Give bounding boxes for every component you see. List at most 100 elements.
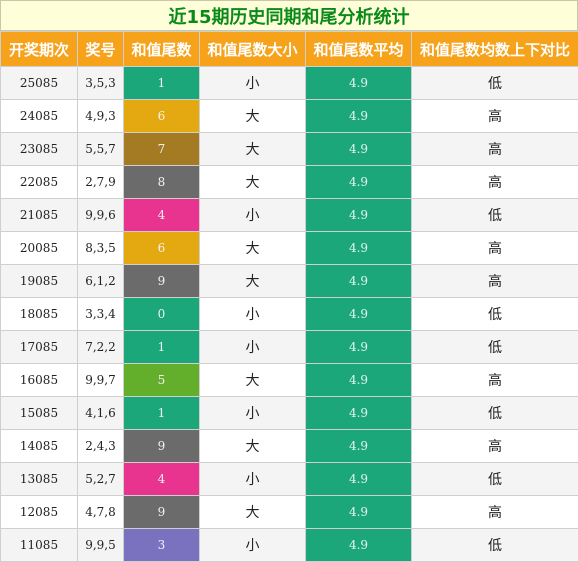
numbers-cell: 3,3,4 xyxy=(77,297,124,331)
table-row: 19085 6,1,2 9 大 4.9 高 xyxy=(0,264,578,298)
numbers-cell: 2,4,3 xyxy=(77,429,124,463)
period-cell: 24085 xyxy=(0,99,78,133)
period-cell: 23085 xyxy=(0,132,78,166)
tail-size-cell: 小 xyxy=(199,297,306,331)
numbers-cell: 4,1,6 xyxy=(77,396,124,430)
compare-cell: 低 xyxy=(411,396,578,430)
tail-size-cell: 大 xyxy=(199,99,306,133)
tail-average-cell: 4.9 xyxy=(305,132,412,166)
sum-tail-cell: 0 xyxy=(123,297,200,331)
tail-average-cell: 4.9 xyxy=(305,495,412,529)
sum-tail-cell: 6 xyxy=(123,231,200,265)
sum-tail-cell: 4 xyxy=(123,198,200,232)
tail-size-cell: 小 xyxy=(199,198,306,232)
numbers-cell: 6,1,2 xyxy=(77,264,124,298)
compare-cell: 低 xyxy=(411,330,578,364)
tail-average-cell: 4.9 xyxy=(305,297,412,331)
col-header-tail-average: 和值尾数平均 xyxy=(305,31,412,67)
tail-size-cell: 大 xyxy=(199,264,306,298)
period-cell: 15085 xyxy=(0,396,78,430)
tail-size-cell: 小 xyxy=(199,330,306,364)
table-row: 23085 5,5,7 7 大 4.9 高 xyxy=(0,132,578,166)
history-table: 开奖期次 奖号 和值尾数 和值尾数大小 和值尾数平均 和值尾数均数上下对比 25… xyxy=(0,31,578,562)
tail-average-cell: 4.9 xyxy=(305,165,412,199)
table-row: 25085 3,5,3 1 小 4.9 低 xyxy=(0,66,578,100)
col-header-numbers: 奖号 xyxy=(77,31,124,67)
period-cell: 12085 xyxy=(0,495,78,529)
tail-size-cell: 小 xyxy=(199,66,306,100)
tail-average-cell: 4.9 xyxy=(305,198,412,232)
tail-size-cell: 大 xyxy=(199,363,306,397)
numbers-cell: 8,3,5 xyxy=(77,231,124,265)
period-cell: 21085 xyxy=(0,198,78,232)
compare-cell: 低 xyxy=(411,462,578,496)
compare-cell: 低 xyxy=(411,528,578,562)
period-cell: 20085 xyxy=(0,231,78,265)
compare-cell: 高 xyxy=(411,264,578,298)
numbers-cell: 5,2,7 xyxy=(77,462,124,496)
period-cell: 13085 xyxy=(0,462,78,496)
tail-size-cell: 大 xyxy=(199,132,306,166)
compare-cell: 高 xyxy=(411,363,578,397)
tail-average-cell: 4.9 xyxy=(305,99,412,133)
sum-tail-cell: 4 xyxy=(123,462,200,496)
compare-cell: 高 xyxy=(411,231,578,265)
table-row: 13085 5,2,7 4 小 4.9 低 xyxy=(0,462,578,496)
tail-average-cell: 4.9 xyxy=(305,330,412,364)
tail-size-cell: 小 xyxy=(199,528,306,562)
numbers-cell: 9,9,7 xyxy=(77,363,124,397)
tail-average-cell: 4.9 xyxy=(305,462,412,496)
tail-size-cell: 小 xyxy=(199,462,306,496)
tail-size-cell: 大 xyxy=(199,231,306,265)
compare-cell: 高 xyxy=(411,495,578,529)
col-header-tail-size: 和值尾数大小 xyxy=(199,31,306,67)
sum-tail-cell: 1 xyxy=(123,66,200,100)
table-row: 24085 4,9,3 6 大 4.9 高 xyxy=(0,99,578,133)
table-row: 11085 9,9,5 3 小 4.9 低 xyxy=(0,528,578,562)
tail-size-cell: 大 xyxy=(199,165,306,199)
period-cell: 11085 xyxy=(0,528,78,562)
sum-tail-cell: 9 xyxy=(123,429,200,463)
sum-tail-cell: 9 xyxy=(123,495,200,529)
numbers-cell: 7,2,2 xyxy=(77,330,124,364)
tail-average-cell: 4.9 xyxy=(305,66,412,100)
sum-tail-cell: 6 xyxy=(123,99,200,133)
tail-size-cell: 小 xyxy=(199,396,306,430)
table-row: 14085 2,4,3 9 大 4.9 高 xyxy=(0,429,578,463)
table-row: 17085 7,2,2 1 小 4.9 低 xyxy=(0,330,578,364)
tail-average-cell: 4.9 xyxy=(305,429,412,463)
table-row: 20085 8,3,5 6 大 4.9 高 xyxy=(0,231,578,265)
sum-tail-cell: 1 xyxy=(123,330,200,364)
sum-tail-cell: 3 xyxy=(123,528,200,562)
compare-cell: 低 xyxy=(411,198,578,232)
compare-cell: 高 xyxy=(411,132,578,166)
table-row: 21085 9,9,6 4 小 4.9 低 xyxy=(0,198,578,232)
col-header-compare: 和值尾数均数上下对比 xyxy=(411,31,578,67)
sum-tail-cell: 1 xyxy=(123,396,200,430)
sum-tail-cell: 8 xyxy=(123,165,200,199)
sum-tail-cell: 9 xyxy=(123,264,200,298)
tail-average-cell: 4.9 xyxy=(305,363,412,397)
tail-average-cell: 4.9 xyxy=(305,528,412,562)
period-cell: 17085 xyxy=(0,330,78,364)
compare-cell: 高 xyxy=(411,429,578,463)
numbers-cell: 3,5,3 xyxy=(77,66,124,100)
col-header-sum-tail: 和值尾数 xyxy=(123,31,200,67)
compare-cell: 高 xyxy=(411,99,578,133)
tail-average-cell: 4.9 xyxy=(305,264,412,298)
numbers-cell: 9,9,5 xyxy=(77,528,124,562)
table-row: 18085 3,3,4 0 小 4.9 低 xyxy=(0,297,578,331)
period-cell: 22085 xyxy=(0,165,78,199)
table-row: 22085 2,7,9 8 大 4.9 高 xyxy=(0,165,578,199)
compare-cell: 高 xyxy=(411,165,578,199)
period-cell: 18085 xyxy=(0,297,78,331)
tail-size-cell: 大 xyxy=(199,429,306,463)
compare-cell: 低 xyxy=(411,66,578,100)
tail-average-cell: 4.9 xyxy=(305,231,412,265)
tail-size-cell: 大 xyxy=(199,495,306,529)
table-row: 12085 4,7,8 9 大 4.9 高 xyxy=(0,495,578,529)
table-row: 16085 9,9,7 5 大 4.9 高 xyxy=(0,363,578,397)
table-row: 15085 4,1,6 1 小 4.9 低 xyxy=(0,396,578,430)
period-cell: 16085 xyxy=(0,363,78,397)
period-cell: 25085 xyxy=(0,66,78,100)
